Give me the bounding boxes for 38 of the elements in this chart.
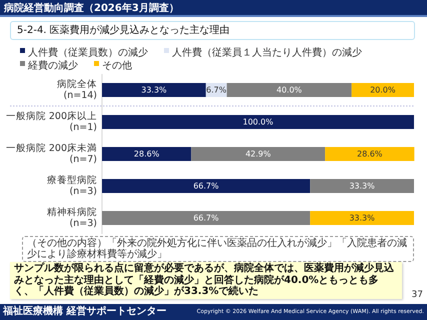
data-label: 6.7%	[206, 86, 227, 95]
data-label: 42.9%	[245, 150, 272, 159]
bar	[191, 147, 326, 161]
y-tick-label: 病院全体 (n=14)	[57, 78, 97, 102]
data-label: 20.0%	[370, 86, 396, 95]
data-label: 66.7%	[193, 182, 220, 191]
bar	[102, 211, 310, 225]
bar	[352, 83, 414, 97]
bar	[325, 147, 414, 161]
y-tick-label: 精神科病院 (n=3)	[47, 206, 97, 230]
text: （その他の内容）「外来の院外処方化に伴い医薬品の仕入れが減少」「入院患者の減少により診療材料費等が減少」	[22, 236, 414, 262]
data-label: 33.3%	[141, 86, 168, 95]
legend-label: 人件費（従業員１人当たり人件費）の減少	[172, 46, 362, 59]
y-tick-label: 療養型病院 (n=3)	[47, 174, 97, 198]
text: 病院経営動向調査（2026年3月調査）	[0, 0, 427, 17]
legend-label: その他	[102, 60, 132, 72]
bar	[310, 211, 414, 225]
legend-label: 人件費（従業員数）の減少	[28, 46, 148, 59]
text: 福祉医療機構 経営サポートセンター	[3, 304, 166, 319]
data-label: 33.3%	[349, 182, 376, 191]
bar	[102, 83, 206, 97]
bar	[102, 179, 310, 193]
bar	[226, 83, 352, 97]
data-label: 100.0%	[242, 118, 274, 127]
data-label: 66.7%	[193, 214, 220, 223]
y-tick-label: 一般病院 200床未満 (n=7)	[6, 142, 97, 166]
bar	[102, 115, 414, 129]
legend-label: 経費の減少	[27, 60, 78, 72]
text: 37	[412, 290, 423, 300]
chart-title: 5-2-4. 医薬費用が減少見込みとなった主な理由	[10, 21, 415, 40]
bar	[310, 179, 414, 193]
bar	[102, 147, 192, 161]
data-label: 33.3%	[349, 214, 376, 223]
y-tick-label: 一般病院 200床以上 (n=1)	[6, 110, 97, 134]
data-label: 28.6%	[134, 150, 160, 159]
data-label: 28.6%	[356, 150, 383, 159]
text: サンプル数が限られる点に留意が必要であるが、病院全体では、医薬費用が減少見込みとなった主な理由として「経費の減少」と回答した病院が40.0%ともっとも多く、「人件費（従業員数）の減少」が33.3%で続いた	[10, 262, 402, 298]
data-label: 40.0%	[276, 86, 302, 95]
